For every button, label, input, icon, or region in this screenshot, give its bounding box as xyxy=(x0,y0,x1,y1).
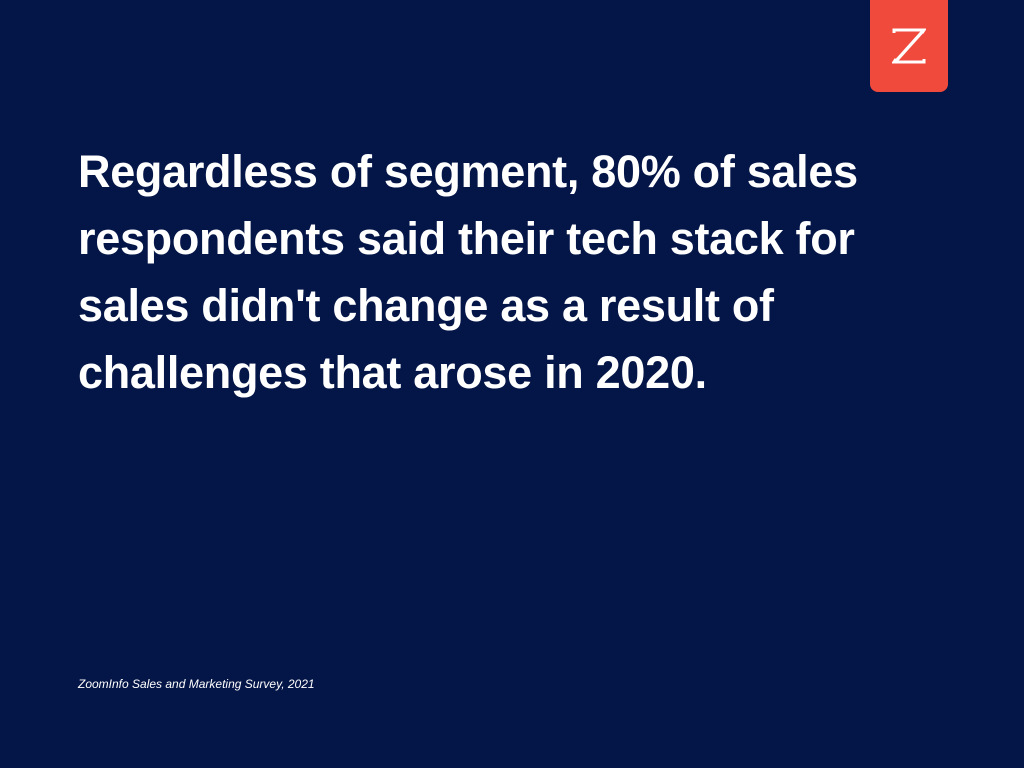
source-citation: ZoomInfo Sales and Marketing Survey, 202… xyxy=(78,677,315,691)
zoominfo-z-logo-icon xyxy=(892,28,926,64)
headline-statement: Regardless of segment, 80% of sales resp… xyxy=(78,146,858,398)
zoominfo-logo-badge xyxy=(870,0,948,92)
